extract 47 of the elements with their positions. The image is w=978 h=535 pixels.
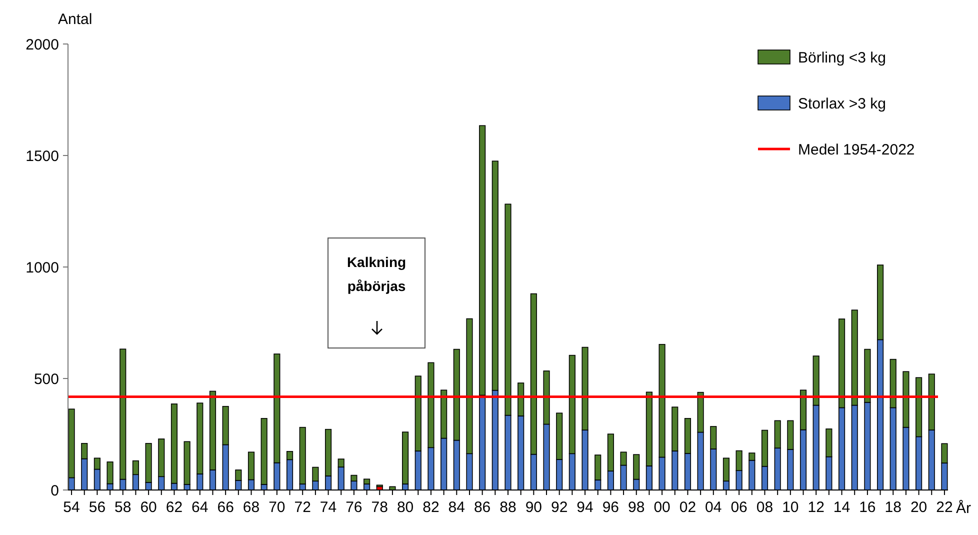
x-tick-label: 02	[679, 499, 696, 516]
x-tick-label: 74	[320, 499, 337, 516]
x-tick-label: 92	[551, 499, 568, 516]
x-tick-label: 68	[242, 499, 260, 516]
x-tick-label: 12	[808, 499, 824, 516]
x-tick-label: 64	[192, 499, 208, 516]
legend-label: Börling <3 kg	[798, 49, 886, 66]
x-tick-label: 78	[371, 499, 388, 516]
annotation: Kalkning påbörjas	[346, 254, 406, 294]
x-tick-label: 76	[346, 499, 362, 516]
x-tick-label: 04	[705, 499, 722, 516]
y-tick-label: 1500	[26, 148, 59, 165]
x-tick-label: 96	[602, 499, 620, 516]
x-tick-label: 90	[525, 499, 542, 516]
y-axis-title: Antal	[58, 11, 92, 28]
legend-label: Medel 1954-2022	[798, 141, 915, 158]
x-tick-label: 94	[576, 499, 594, 516]
x-tick-label: 08	[756, 499, 774, 516]
x-tick-label: 18	[884, 499, 902, 516]
x-tick-label: 70	[268, 499, 286, 516]
y-tick-label: 1000	[26, 259, 59, 276]
x-tick-label: 72	[294, 499, 311, 516]
x-tick-label: 16	[859, 499, 876, 516]
bar	[479, 125, 486, 396]
y-tick-label: 500	[34, 370, 59, 388]
x-tick-label: 22	[936, 499, 953, 516]
x-tick-label: 88	[500, 499, 516, 516]
x-tick-label: 10	[782, 499, 799, 516]
x-tick-label: 82	[422, 499, 440, 516]
x-tick-label: 54	[63, 499, 80, 516]
x-tick-label: 60	[140, 499, 157, 516]
y-tick-label: 0	[50, 482, 59, 500]
x-tick-label: 62	[166, 499, 183, 516]
x-tick-label: 80	[396, 499, 414, 516]
x-tick-label: 66	[217, 499, 234, 516]
y-tick-label: 2000	[26, 36, 59, 54]
x-tick-label: 84	[448, 499, 465, 516]
x-tick-label: 20	[910, 499, 928, 516]
x-tick-label: 56	[88, 499, 106, 516]
x-tick-label: 58	[114, 499, 132, 516]
legend-label: Storlax >3 kg	[798, 95, 886, 112]
x-axis-title: År	[956, 499, 972, 517]
x-tick-label: 86	[474, 499, 491, 516]
x-tick-label: 98	[628, 499, 645, 516]
x-tick-label: 06	[730, 499, 748, 516]
x-tick-label: 14	[833, 499, 850, 516]
x-tick-label: 00	[654, 499, 670, 516]
